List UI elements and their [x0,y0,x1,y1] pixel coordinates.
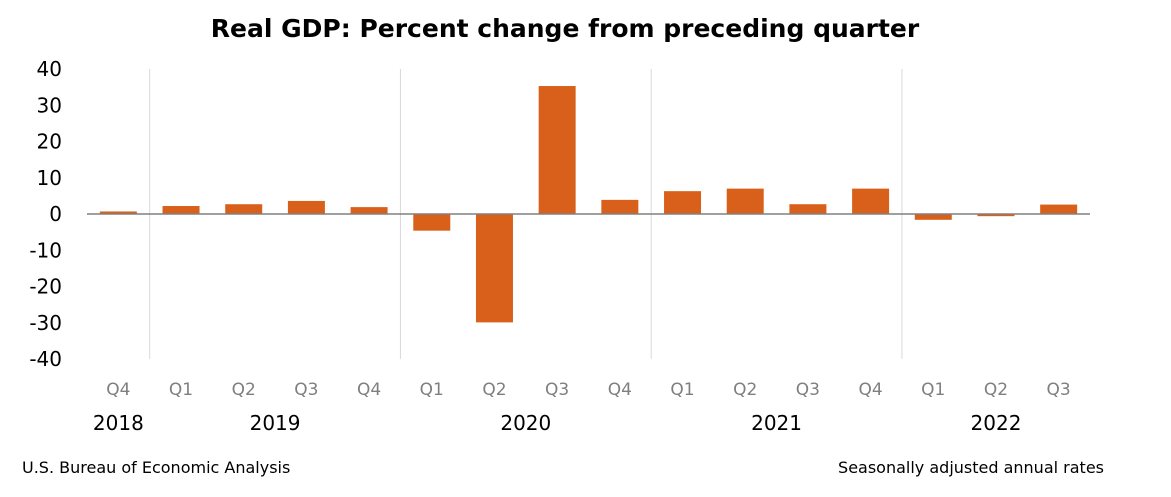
quarter-label: Q4 [608,380,632,400]
y-tick-label: -20 [29,275,62,299]
year-label: 2020 [500,411,551,435]
quarter-label: Q3 [796,380,820,400]
bar [287,200,325,214]
bar [789,204,827,214]
quarter-label: Q2 [733,380,757,400]
quarter-label: Q2 [482,380,506,400]
year-label: 2021 [751,411,802,435]
bar [475,214,513,323]
bar [99,211,137,214]
y-tick-label: -40 [29,347,62,371]
bar [538,86,576,214]
y-tick-label: 30 [37,93,62,117]
y-tick-label: 20 [37,130,62,154]
year-label: 2022 [971,411,1022,435]
quarter-label: Q1 [420,380,444,400]
quarter-label: Q4 [357,380,381,400]
quarter-label: Q1 [921,380,945,400]
bar [1040,204,1078,214]
bar [977,214,1015,217]
bar [225,204,263,214]
rate-note: Seasonally adjusted annual rates [838,458,1104,477]
y-tick-label: -30 [29,311,62,335]
quarter-label: Q1 [670,380,694,400]
quarter-label: Q3 [545,380,569,400]
quarter-label: Q2 [984,380,1008,400]
bar [162,206,200,214]
quarter-label: Q4 [106,380,130,400]
bar [413,214,451,231]
bar [852,188,890,214]
source-note: U.S. Bureau of Economic Analysis [22,458,291,477]
bar [350,207,388,214]
bar [601,199,639,214]
quarter-label: Q4 [858,380,882,400]
quarter-label: Q3 [294,380,318,400]
year-label: 2018 [93,411,144,435]
quarter-label: Q3 [1047,380,1071,400]
bar [726,188,764,214]
bar [914,214,952,220]
quarter-label: Q1 [169,380,193,400]
y-tick-label: -10 [29,238,62,262]
y-tick-label: 40 [37,57,62,81]
y-tick-label: 0 [49,202,62,226]
y-tick-label: 10 [37,166,62,190]
quarter-label: Q2 [232,380,256,400]
year-label: 2019 [250,411,301,435]
bar [664,191,702,214]
chart-title: Real GDP: Percent change from preceding … [210,14,920,43]
